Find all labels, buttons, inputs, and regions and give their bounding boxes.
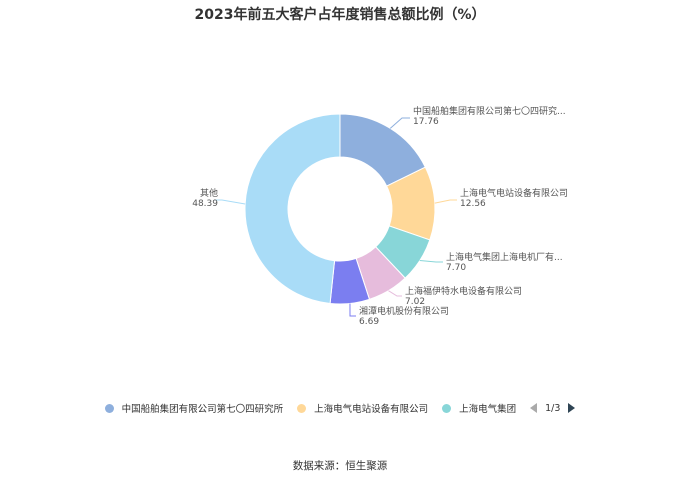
legend-label: 上海电气集团 bbox=[459, 404, 517, 415]
slice-value-label: 7.02 bbox=[405, 297, 425, 307]
legend-page-indicator: 1/3 bbox=[545, 402, 561, 414]
legend-item[interactable]: 上海电气电站设备有限公司 bbox=[297, 401, 428, 415]
legend-label: 中国船舶集团有限公司第七〇四研究所 bbox=[121, 404, 284, 415]
slice-label: 湘潭电机股份有限公司 bbox=[359, 305, 449, 317]
labels-layer: 中国船舶集团有限公司第七〇四研究...17.76 上海电气电站设备有限公司12.5… bbox=[192, 105, 568, 327]
legend-marker bbox=[442, 403, 452, 413]
legend-marker bbox=[104, 403, 114, 413]
source-note: 数据来源：恒生聚源 bbox=[292, 460, 388, 472]
slice-value-label: 7.70 bbox=[446, 263, 466, 273]
slice-value-label: 6.69 bbox=[359, 317, 379, 327]
donut-slice[interactable] bbox=[244, 113, 341, 305]
legend-item[interactable]: 中国船舶集团有限公司第七〇四研究所 bbox=[104, 401, 284, 415]
legend: 中国船舶集团有限公司第七〇四研究所 上海电气电站设备有限公司 上海电气集团 1/… bbox=[0, 398, 680, 418]
legend-pager: 1/3 bbox=[530, 402, 576, 414]
slice-value-label: 12.56 bbox=[460, 199, 486, 209]
legend-item[interactable]: 上海电气集团 bbox=[442, 401, 516, 415]
legend-prev-icon[interactable] bbox=[530, 403, 538, 413]
legend-label: 上海电气电站设备有限公司 bbox=[314, 404, 429, 415]
slice-value-label: 48.39 bbox=[192, 199, 218, 209]
leader-line bbox=[388, 290, 402, 297]
slice-label: 上海电气集团上海电机厂有... bbox=[446, 251, 563, 263]
legend-next-icon[interactable] bbox=[568, 403, 576, 413]
leader-line bbox=[434, 199, 457, 204]
chart-title: 2023年前五大客户占年度销售总额比例（%） bbox=[194, 7, 486, 23]
slice-label: 上海电气电站设备有限公司 bbox=[460, 187, 568, 199]
leader-line bbox=[349, 303, 356, 317]
slice-label: 其他 bbox=[200, 187, 218, 199]
slice-label: 上海福伊特水电设备有限公司 bbox=[405, 285, 522, 297]
leader-line bbox=[214, 199, 246, 205]
leader-line bbox=[389, 117, 410, 129]
slice-label: 中国船舶集团有限公司第七〇四研究... bbox=[413, 105, 566, 117]
slice-value-label: 17.76 bbox=[413, 117, 439, 127]
leader-line bbox=[419, 260, 443, 263]
slices-layer bbox=[244, 113, 436, 305]
legend-marker bbox=[297, 403, 307, 413]
